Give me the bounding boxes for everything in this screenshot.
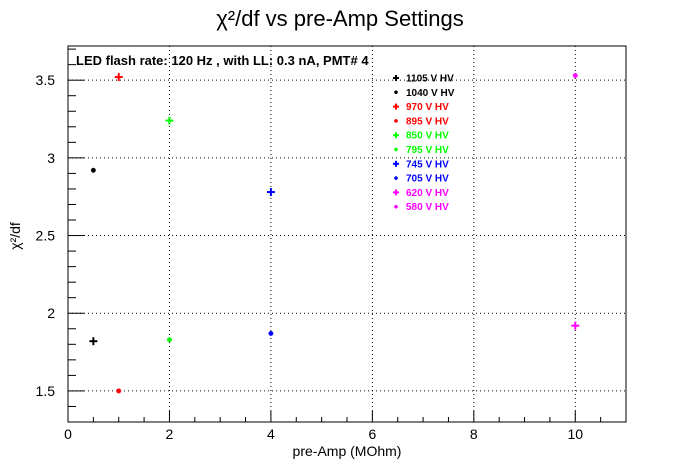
legend-entry-label: 1040 V HV xyxy=(406,88,455,99)
x-tick-label: 8 xyxy=(470,426,478,442)
x-tick-label: 10 xyxy=(567,426,583,442)
y-tick-label: 2 xyxy=(47,305,55,321)
y-tick-label: 3.5 xyxy=(36,72,56,88)
legend-entry: 1040 V HV xyxy=(394,88,455,99)
data-points xyxy=(89,73,580,394)
data-point xyxy=(266,188,275,197)
star-marker-d2 xyxy=(394,204,398,209)
star-marker-d2 xyxy=(394,176,398,180)
x-axis-label: pre-Amp (MOhm) xyxy=(293,443,402,459)
legend-entry-label: 1105 V HV xyxy=(406,74,454,85)
y-tick-label: 2.5 xyxy=(36,228,56,244)
data-point xyxy=(116,388,122,394)
star-marker-d2 xyxy=(167,337,172,342)
data-point xyxy=(167,337,172,343)
star-marker-d2 xyxy=(91,168,96,173)
data-point xyxy=(268,330,274,336)
y-tick-label: 3 xyxy=(47,150,55,166)
plot-frame xyxy=(67,45,627,423)
data-point xyxy=(90,167,96,173)
star-marker-d2 xyxy=(116,388,121,394)
x-tick-label: 6 xyxy=(368,426,376,442)
data-point xyxy=(571,321,580,330)
legend-entry-label: 620 V HV xyxy=(406,188,449,199)
legend-entry-label: 795 V HV xyxy=(406,145,449,156)
x-tick-label: 4 xyxy=(267,426,275,442)
star-marker-d2 xyxy=(394,90,398,95)
legend-entry-label: 895 V HV xyxy=(406,116,449,127)
chart-title: χ²/df vs pre-Amp Settings xyxy=(216,6,464,31)
legend-entry: 620 V HV xyxy=(393,188,449,199)
data-point xyxy=(89,337,98,346)
legend-entry: 745 V HV xyxy=(393,159,449,170)
x-tick-label: 2 xyxy=(166,426,174,442)
data-point xyxy=(114,73,123,82)
star-marker-d2 xyxy=(573,73,578,78)
y-tick-label: 1.5 xyxy=(36,383,56,399)
star-marker-d2 xyxy=(268,331,274,336)
legend-entry: 795 V HV xyxy=(394,145,449,156)
legend-entry: 970 V HV xyxy=(393,102,449,113)
star-marker-d2 xyxy=(394,147,398,152)
grid xyxy=(68,46,626,422)
legend-entry: 705 V HV xyxy=(394,174,449,185)
legend-entry-label: 580 V HV xyxy=(406,202,449,213)
data-point xyxy=(572,73,578,78)
legend-entry: 850 V HV xyxy=(393,131,449,142)
star-marker-d2 xyxy=(394,119,398,123)
data-point xyxy=(165,116,174,125)
y-axis-label: χ²/df xyxy=(7,222,23,250)
legend-entry: 1105 V HV xyxy=(393,74,454,85)
legend-entry-label: 745 V HV xyxy=(406,159,449,170)
legend-entry: 580 V HV xyxy=(394,202,449,213)
legend-entry-label: 705 V HV xyxy=(406,174,449,185)
axis-ticks: 0 2 4 6 8 10 1.5 2 2.5 3 3.5 xyxy=(36,48,627,442)
chart-annotation: LED flash rate: 120 Hz , with LL: 0.3 nA… xyxy=(76,53,369,68)
x-tick-label: 0 xyxy=(64,426,72,442)
legend-entry-label: 970 V HV xyxy=(406,102,449,113)
legend-entry-label: 850 V HV xyxy=(406,131,449,142)
legend: 1105 V HV 1040 V HV 970 V HV 895 V HV 850 V … xyxy=(393,74,455,213)
legend-entry: 895 V HV xyxy=(394,116,449,127)
